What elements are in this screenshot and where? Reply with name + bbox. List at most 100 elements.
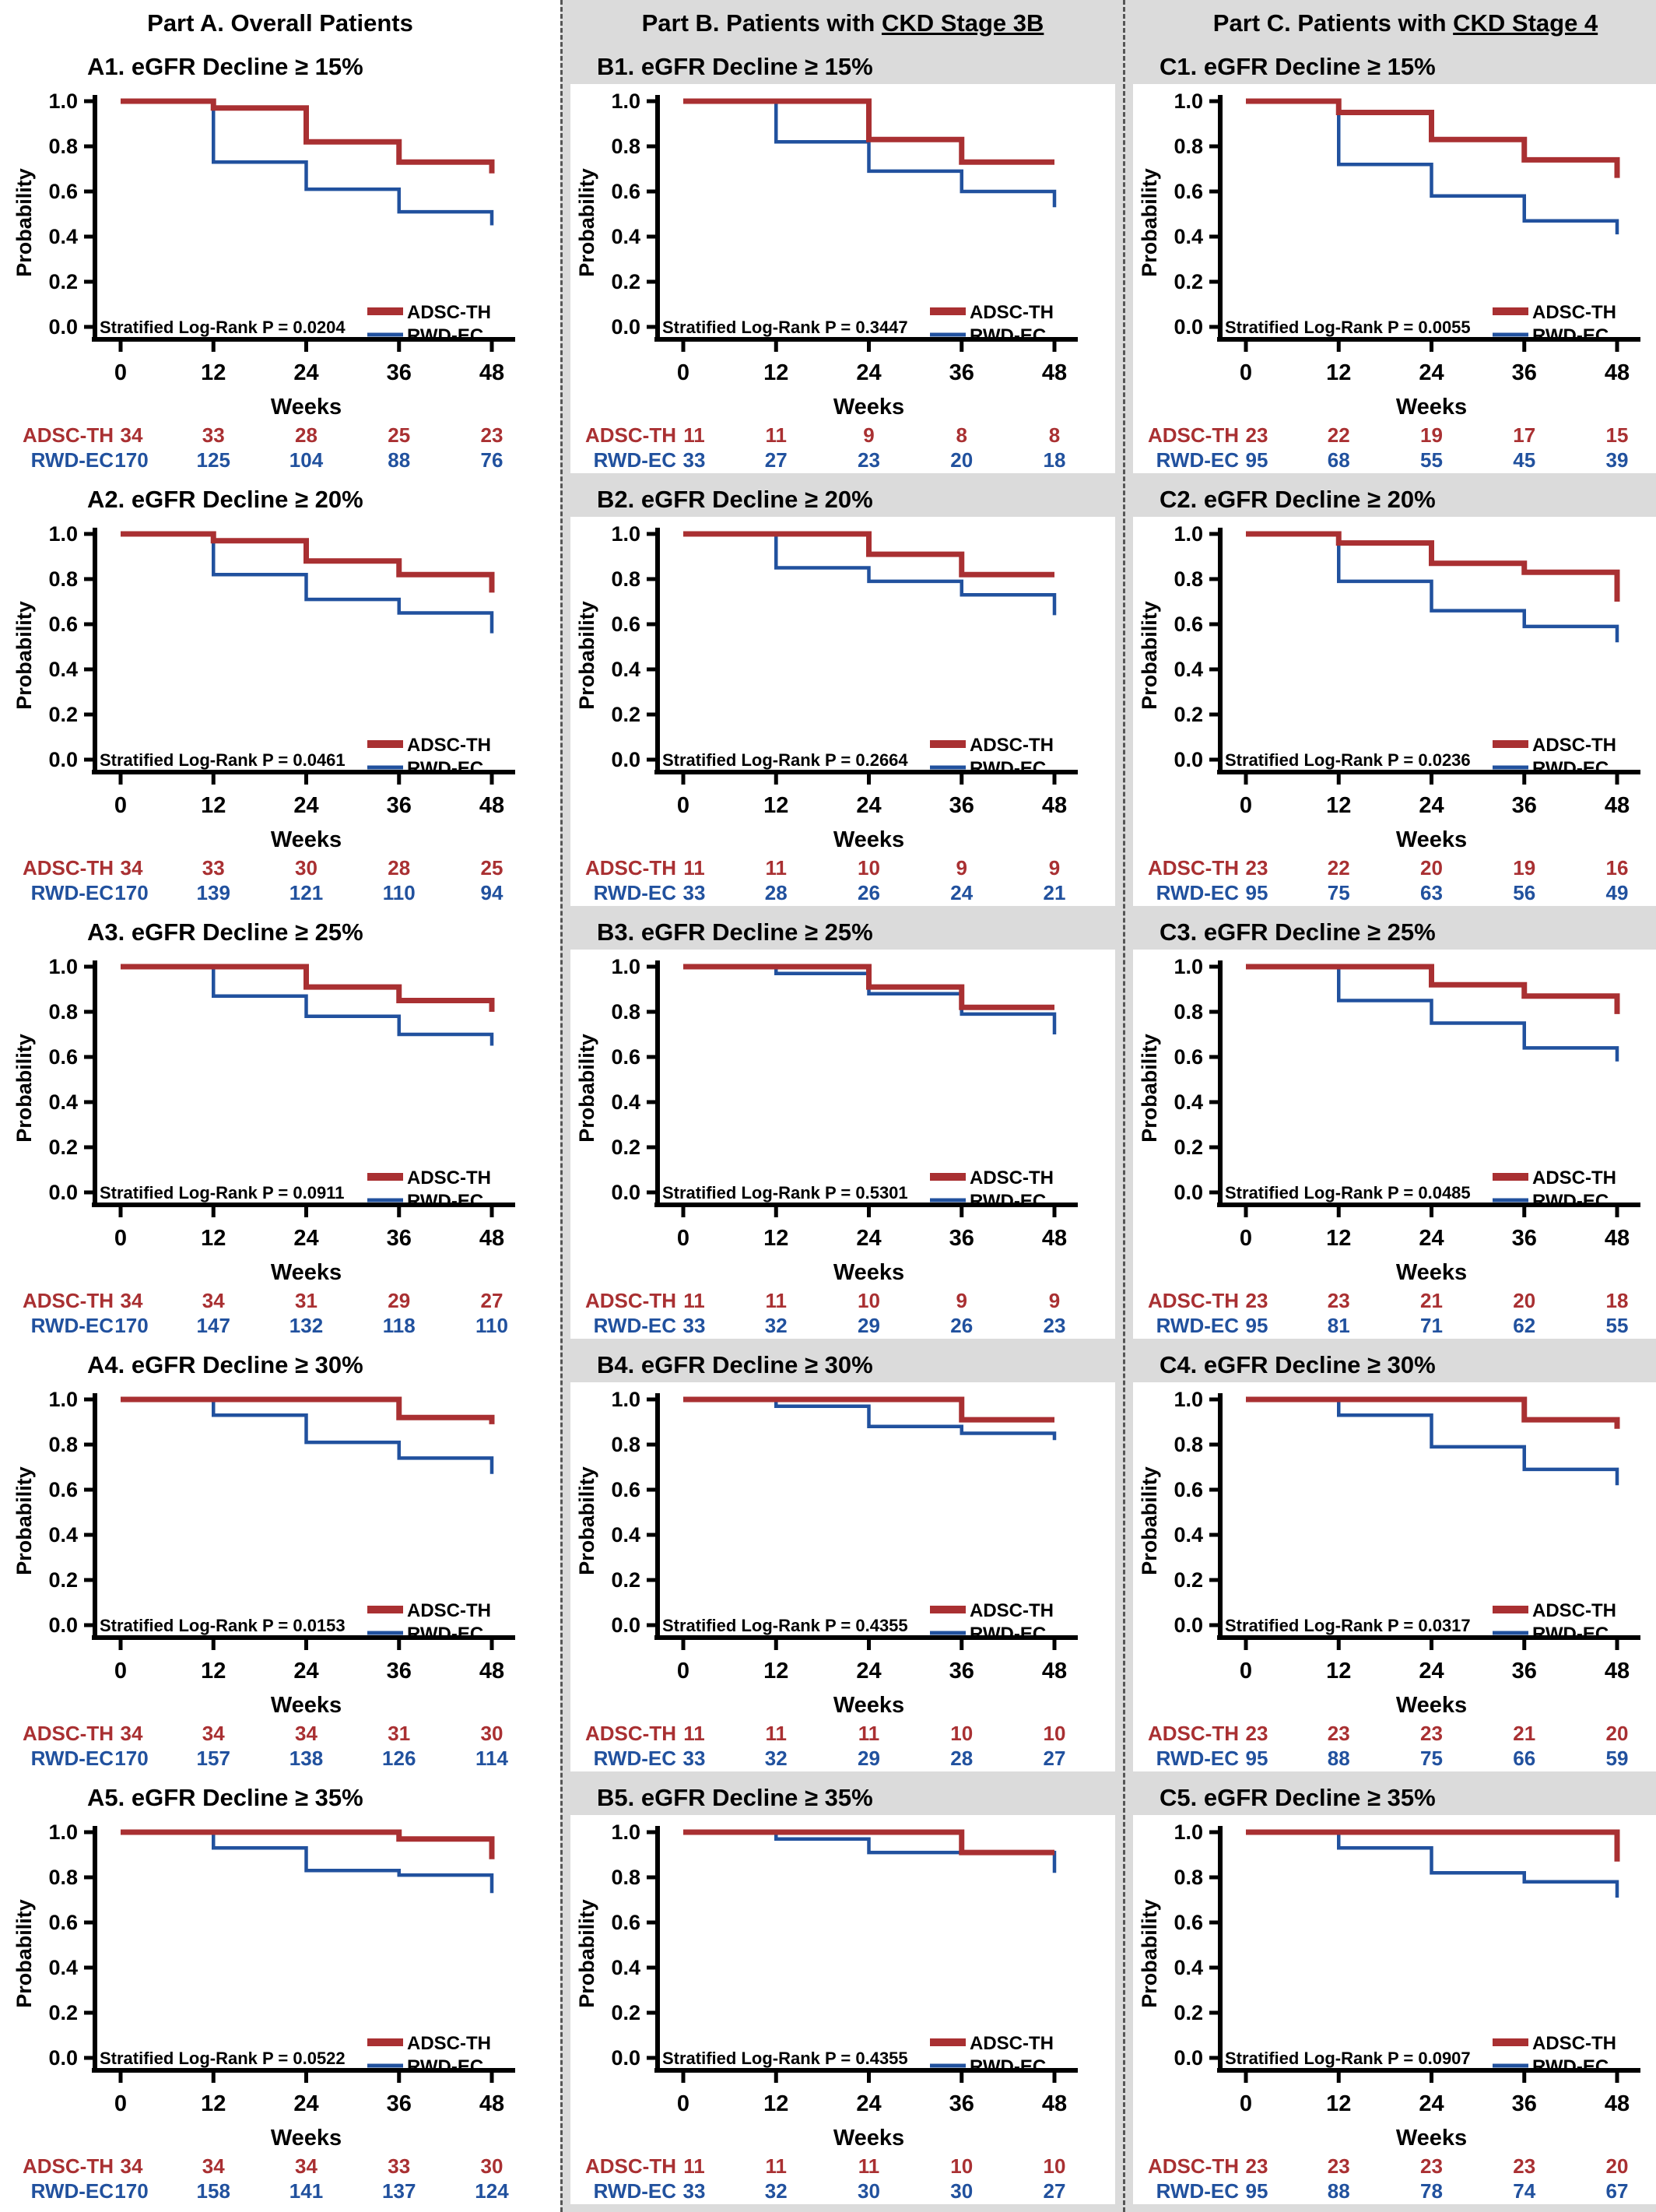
rwd-ec-curve [121, 1397, 494, 1474]
x-tick-label: 48 [479, 360, 504, 385]
column-ckd-stage-4: Part C. Patients with CKD Stage 4 C1. eG… [1123, 0, 1656, 2212]
y-tick-label: 0.4 [1174, 1956, 1203, 1979]
logrank-pvalue: Stratified Log-Rank P = 0.3447 [662, 318, 908, 337]
panel-title-A2: A2. eGFR Decline ≥ 20% [87, 486, 363, 513]
y-tick-label: 0.0 [1174, 1181, 1203, 1204]
risk-count: 158 [197, 2179, 230, 2203]
risk-count: 34 [121, 2154, 143, 2178]
x-tick-label: 36 [1512, 360, 1537, 385]
y-tick-label: 0.0 [48, 748, 78, 771]
y-tick-label: 1.0 [48, 955, 78, 978]
risk-count: 29 [388, 1289, 410, 1312]
y-tick-label: 0.2 [1174, 1136, 1203, 1159]
y-axis-label: Probability [12, 168, 36, 277]
risk-count: 114 [475, 1747, 508, 1770]
risk-count: 28 [765, 881, 788, 904]
logrank-pvalue: Stratified Log-Rank P = 0.0153 [100, 1616, 346, 1635]
risk-row-name: RWD-EC [1156, 881, 1240, 904]
risk-count: 76 [481, 448, 503, 472]
x-axis-label: Weeks [271, 2126, 342, 2151]
y-tick-label: 0.2 [611, 703, 640, 726]
panel-card-C3: Probability 0.0 0.2 0.4 0.6 0.8 1.0 0 12 24 36 48 St… [1133, 950, 1656, 1339]
column-b-header-text: Part B. Patients with [641, 9, 882, 37]
y-tick-label: 1.0 [611, 1388, 640, 1411]
x-tick-label: 0 [677, 1226, 689, 1251]
panel-title-C3: C3. eGFR Decline ≥ 25% [1160, 918, 1436, 946]
x-tick-label: 12 [201, 360, 226, 385]
x-tick-label: 0 [114, 2091, 127, 2116]
risk-count: 11 [683, 856, 705, 880]
y-tick-label: 0.4 [48, 1956, 78, 1979]
risk-count: 126 [382, 1747, 416, 1770]
risk-count: 132 [289, 1314, 323, 1337]
risk-row-name: RWD-EC [31, 881, 114, 904]
adsc-th-curve [1246, 1829, 1620, 1862]
legend-adsc-label: ADSC-TH [407, 1167, 491, 1189]
panel-title-B2: B2. eGFR Decline ≥ 20% [597, 486, 873, 513]
x-tick-label: 12 [763, 2091, 788, 2116]
x-tick-label: 48 [1042, 1226, 1067, 1251]
risk-count: 23 [1328, 2154, 1350, 2178]
y-axis-label: Probability [1138, 601, 1161, 710]
risk-count: 95 [1246, 1314, 1268, 1337]
risk-row-name: ADSC-TH [1148, 1722, 1239, 1745]
panel-card-A3: Probability 0.0 0.2 0.4 0.6 0.8 1.0 0 12 24 36 48 St… [8, 950, 553, 1339]
y-tick-label: 0.4 [48, 658, 78, 681]
adsc-th-curve [121, 531, 495, 593]
risk-count: 34 [121, 423, 143, 447]
column-a-header-text: Part A. Overall Patients [147, 9, 413, 37]
risk-count: 20 [1606, 1722, 1629, 1745]
x-tick-label: 24 [856, 360, 881, 385]
y-tick-label: 0.8 [611, 1433, 640, 1456]
logrank-pvalue: Stratified Log-Rank P = 0.0461 [100, 750, 346, 770]
legend-rwd-label: RWD-EC [407, 1191, 483, 1212]
rwd-ec-curve [683, 99, 1057, 208]
y-tick-label: 0.4 [1174, 658, 1203, 681]
adsc-th-curve [1246, 531, 1620, 602]
panel-card-A4: Probability 0.0 0.2 0.4 0.6 0.8 1.0 0 12 24 36 48 St… [8, 1382, 553, 1771]
risk-row-name: RWD-EC [1156, 1314, 1240, 1337]
x-tick-label: 24 [856, 1659, 881, 1684]
risk-count: 63 [1420, 881, 1443, 904]
risk-count: 10 [858, 1289, 880, 1312]
risk-row-name: ADSC-TH [1148, 423, 1239, 447]
y-tick-label: 0.2 [611, 2001, 640, 2024]
x-tick-label: 24 [1419, 360, 1444, 385]
panel-title-B1: B1. eGFR Decline ≥ 15% [597, 53, 873, 80]
risk-count: 23 [1246, 856, 1268, 880]
risk-row-name: RWD-EC [594, 1747, 677, 1770]
risk-count: 9 [1049, 1289, 1060, 1312]
x-tick-label: 48 [1042, 360, 1067, 385]
y-tick-label: 0.8 [1174, 567, 1203, 591]
risk-row-name: ADSC-TH [585, 423, 676, 447]
risk-count: 19 [1513, 856, 1535, 880]
risk-count: 20 [950, 448, 973, 472]
panel-title-C4: C4. eGFR Decline ≥ 30% [1160, 1351, 1436, 1378]
legend-rwd-label: RWD-EC [1532, 1624, 1609, 1645]
x-tick-label: 12 [1326, 1659, 1351, 1684]
y-tick-label: 0.0 [48, 2046, 78, 2070]
risk-count: 10 [950, 1722, 973, 1745]
x-tick-label: 24 [293, 1659, 318, 1684]
y-tick-label: 0.2 [1174, 270, 1203, 293]
risk-row-name: ADSC-TH [1148, 856, 1239, 880]
x-tick-label: 36 [387, 1659, 412, 1684]
panel-title-A1: A1. eGFR Decline ≥ 15% [87, 53, 363, 80]
y-tick-label: 0.4 [1174, 1090, 1203, 1114]
risk-count: 95 [1246, 1747, 1268, 1770]
x-tick-label: 0 [114, 1226, 127, 1251]
km-panel-B2: B2. eGFR Decline ≥ 20% Probability 0.0 0.2 0… [563, 475, 1123, 906]
y-tick-label: 0.6 [611, 1478, 640, 1501]
x-tick-label: 48 [479, 793, 504, 818]
risk-row-name: ADSC-TH [585, 2154, 676, 2178]
x-axis-label: Weeks [271, 1693, 342, 1718]
logrank-pvalue: Stratified Log-Rank P = 0.5301 [662, 1183, 908, 1203]
adsc-th-curve [683, 964, 1054, 1010]
legend-adsc-label: ADSC-TH [970, 2033, 1054, 2054]
y-tick-label: 1.0 [611, 522, 640, 546]
y-axis-label: Probability [12, 1899, 36, 2008]
risk-count: 11 [683, 1289, 705, 1312]
rwd-ec-curve [683, 532, 1057, 616]
risk-count: 170 [114, 1314, 148, 1337]
x-tick-label: 36 [1512, 1659, 1537, 1684]
